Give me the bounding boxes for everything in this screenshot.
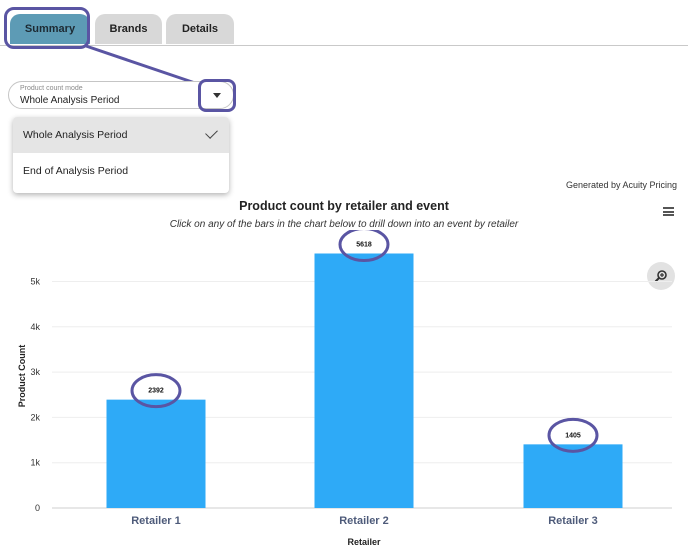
data-label: 5618 [356, 242, 372, 249]
tab-details[interactable]: Details [166, 14, 234, 44]
x-tick-label: Retailer 2 [339, 515, 389, 527]
menu-item-label: End of Analysis Period [23, 165, 129, 177]
menu-item-end-of-analysis-period[interactable]: End of Analysis Period [13, 153, 229, 189]
select-label: Product count mode [20, 85, 83, 92]
menu-item-label: Whole Analysis Period [23, 129, 128, 141]
annotation-connector [85, 44, 202, 87]
data-label: 1405 [565, 432, 581, 439]
menu-item-whole-analysis-period[interactable]: Whole Analysis Period [13, 117, 229, 153]
summary-tab-highlight [4, 7, 90, 49]
x-tick-label: Retailer 3 [548, 515, 598, 527]
checkmark-icon [205, 126, 218, 139]
dropdown-toggle[interactable] [198, 79, 236, 112]
x-axis-label: Retailer [347, 537, 381, 547]
y-tick-label: 0 [35, 503, 40, 513]
tab-summary[interactable]: Summary [10, 14, 90, 44]
chart-subtitle: Click on any of the bars in the chart be… [169, 219, 519, 230]
bar-1[interactable] [106, 399, 206, 508]
chart-bars [106, 253, 623, 508]
y-axis-ticks: 0 1k 2k 3k 4k 5k [30, 277, 40, 514]
bar-2[interactable] [314, 253, 414, 508]
product-count-mode-select[interactable]: Product count mode Whole Analysis Period [8, 81, 234, 109]
y-tick-label: 3k [30, 367, 40, 377]
dropdown-menu: Whole Analysis Period End of Analysis Pe… [13, 117, 229, 193]
annotation-circle [130, 373, 182, 409]
zoom-in-icon[interactable] [647, 262, 675, 290]
x-tick-label: Retailer 1 [131, 515, 181, 527]
y-tick-label: 1k [30, 458, 40, 468]
annotation-circle [547, 417, 599, 453]
x-axis-ticks: Retailer 1 Retailer 2 Retailer 3 [131, 515, 598, 527]
chevron-down-icon [213, 93, 221, 98]
tab-bar: Summary Brands Details [0, 0, 688, 46]
credit-text: Generated by Acuity Pricing [565, 180, 677, 190]
y-axis-label: Product Count [17, 345, 27, 408]
annotation-circle [338, 230, 390, 262]
y-tick-label: 5k [30, 277, 40, 287]
select-value: Whole Analysis Period [20, 95, 120, 106]
y-tick-label: 4k [30, 322, 40, 332]
y-tick-label: 2k [30, 412, 40, 422]
bar-3[interactable] [523, 444, 623, 508]
data-label: 2392 [148, 388, 164, 395]
hamburger-menu-icon[interactable] [663, 207, 674, 216]
chart-title: Product count by retailer and event [239, 199, 449, 213]
value-annotations: 2392 5618 1405 [130, 230, 599, 453]
tab-brands[interactable]: Brands [95, 14, 162, 44]
